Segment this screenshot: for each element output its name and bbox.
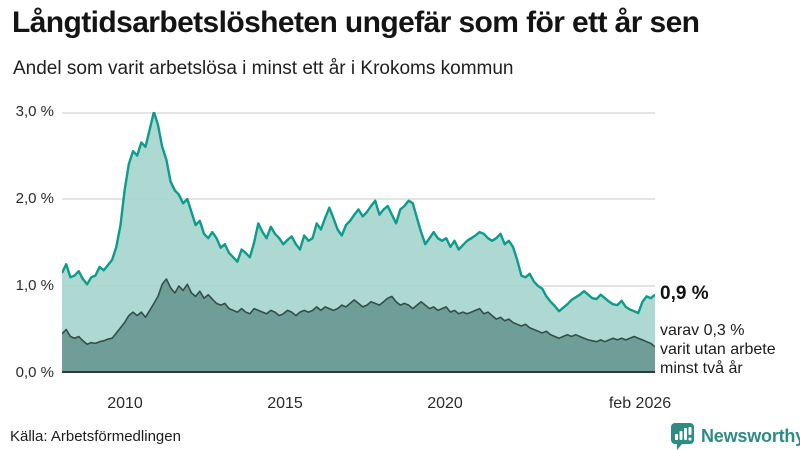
x-tick-2015: 2015 [267,395,303,412]
x-tick-feb-2026: feb 2026 [608,395,672,412]
y-tick-1: 1,0 % [15,277,54,294]
series-end-note-line: varit utan arbete [660,341,776,358]
source-attribution: Källa: Arbetsförmedlingen [10,428,181,445]
page-subtitle: Andel som varit arbetslösa i minst ett å… [13,58,514,79]
area-chart-svg [62,112,655,373]
series-end-note-line: varav 0,3 % [660,322,745,339]
y-tick-2: 2,0 % [15,190,54,207]
x-tick-2020: 2020 [427,395,463,412]
page-title: Långtidsarbetslösheten ungefär som för e… [12,6,700,39]
series-end-value-label: 0,9 % [660,283,709,304]
y-tick-0: 0,0 % [15,364,54,381]
newsworthy-wordmark: Newsworthy [701,425,800,446]
newsworthy-bubble-chart-icon [670,422,695,450]
y-tick-3: 3,0 % [15,103,54,120]
series-end-note-line: minst två år [660,360,743,377]
newsworthy-logo[interactable]: Newsworthy [670,422,800,450]
x-tick-2010: 2010 [107,395,143,412]
series-end-note: varav 0,3 % varit utan arbete minst två … [660,321,776,378]
